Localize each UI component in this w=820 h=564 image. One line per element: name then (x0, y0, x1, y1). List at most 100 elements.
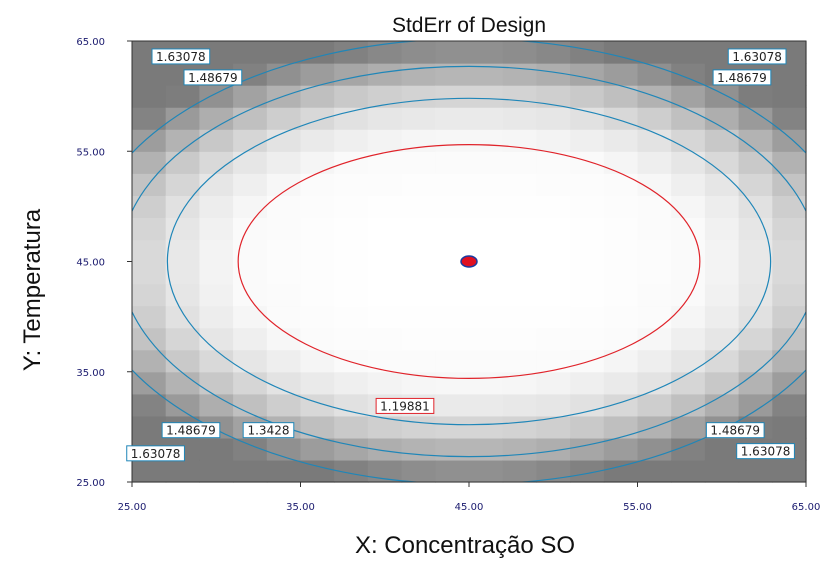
heatmap-cell (401, 327, 436, 351)
heatmap-cell (704, 129, 740, 152)
heatmap-cell (570, 261, 605, 285)
heatmap-cell (199, 239, 234, 263)
heatmap-cell (300, 41, 335, 64)
heatmap-cell (772, 239, 807, 263)
heatmap-cell (367, 151, 403, 174)
y-tick-label: 35.00 (76, 368, 105, 379)
center-point-marker (460, 255, 478, 268)
heatmap-cell (233, 151, 268, 174)
contour-label-text: 1.48679 (166, 424, 216, 438)
heatmap-cell (536, 63, 571, 86)
heatmap-cell (637, 173, 672, 196)
heatmap-cell (570, 41, 605, 64)
heatmap-cell (570, 393, 605, 417)
heatmap-cell (738, 349, 773, 373)
heatmap-cell (435, 151, 470, 174)
heatmap-cell (536, 327, 571, 351)
heatmap-cell (367, 371, 403, 395)
y-tick-label: 45.00 (76, 258, 105, 269)
heatmap-cell (502, 41, 537, 64)
heatmap-cell (300, 217, 335, 241)
heatmap-cell (738, 129, 773, 152)
heatmap-cell (266, 261, 302, 285)
heatmap-cell (165, 305, 200, 329)
heatmap-cell (435, 41, 470, 64)
heatmap-cell (266, 217, 302, 241)
heatmap-cell (671, 393, 706, 417)
heatmap-cell (502, 239, 537, 263)
contour-label: 1.48679 (705, 422, 765, 439)
heatmap-cell (738, 261, 773, 285)
heatmap-cell (334, 85, 369, 108)
heatmap-cell (165, 107, 200, 130)
heatmap-cell (502, 415, 537, 439)
heatmap-cell (603, 283, 639, 307)
heatmap-cell (435, 327, 470, 351)
heatmap-cell (536, 371, 571, 395)
heatmap-cell (334, 129, 369, 152)
heatmap-cell (570, 283, 605, 307)
heatmap-cell (435, 85, 470, 108)
contour-label-text: 1.3428 (247, 424, 289, 438)
heatmap-cell (469, 283, 504, 307)
heatmap-cell (401, 173, 436, 196)
heatmap-cell (199, 459, 234, 483)
heatmap-cell (603, 371, 639, 395)
heatmap-cell (469, 85, 504, 108)
heatmap-cell (233, 459, 268, 483)
heatmap-cell (469, 327, 504, 351)
heatmap-cell (637, 349, 672, 373)
heatmap-cell (132, 305, 167, 329)
heatmap-cell (570, 107, 605, 130)
heatmap-cell (165, 261, 200, 285)
contour-labels: 1.63078 1.48679 1.63078 1.48679 1.19881 1.486… (126, 48, 795, 462)
heatmap-cell (603, 41, 639, 64)
heatmap-cell (570, 217, 605, 241)
heatmap-cell (300, 63, 335, 86)
heatmap-cell (502, 63, 537, 86)
heatmap-cell (704, 85, 740, 108)
contour-label-box (736, 443, 795, 460)
heatmap-cell (132, 217, 167, 241)
heatmap-cell (738, 283, 773, 307)
heatmap-cell (469, 261, 504, 285)
heatmap-cell (132, 371, 167, 395)
heatmap-cell (266, 239, 302, 263)
heatmap-cell (671, 283, 706, 307)
heatmap-cell (570, 173, 605, 196)
heatmap-cell (300, 283, 335, 307)
contour-label-text: 1.63078 (732, 50, 782, 64)
heatmap-cell (536, 261, 571, 285)
heatmap-cell (469, 173, 504, 196)
heatmap-cell (199, 173, 234, 196)
heatmap-cell (671, 305, 706, 329)
heatmap-cell (334, 239, 369, 263)
heatmap-cell (536, 107, 571, 130)
heatmap-cell (671, 63, 706, 86)
heatmap-cell (704, 437, 740, 461)
heatmap-cell (165, 239, 200, 263)
heatmap-cell (671, 349, 706, 373)
heatmap-cell (671, 437, 706, 461)
heatmap-cell (637, 371, 672, 395)
heatmap-cell (334, 173, 369, 196)
heatmap-cell (300, 151, 335, 174)
heatmap-cell (199, 437, 234, 461)
heatmap-cell (334, 283, 369, 307)
heatmap-cell (570, 437, 605, 461)
heatmap-cell (165, 85, 200, 108)
heatmap-cell (536, 349, 571, 373)
heatmap-cell (199, 305, 234, 329)
heatmap-cell (603, 107, 639, 130)
heatmap-cell (132, 195, 167, 218)
heatmap-cell (469, 459, 504, 483)
heatmap-cell (401, 371, 436, 395)
heatmap-cell (536, 393, 571, 417)
heatmap-cell (334, 305, 369, 329)
heatmap-cell (536, 195, 571, 218)
heatmap-cell (671, 41, 706, 64)
heatmap-cell (536, 41, 571, 64)
heatmap-cell (435, 283, 470, 307)
heatmap-cell (132, 349, 167, 373)
heatmap-cell (570, 195, 605, 218)
